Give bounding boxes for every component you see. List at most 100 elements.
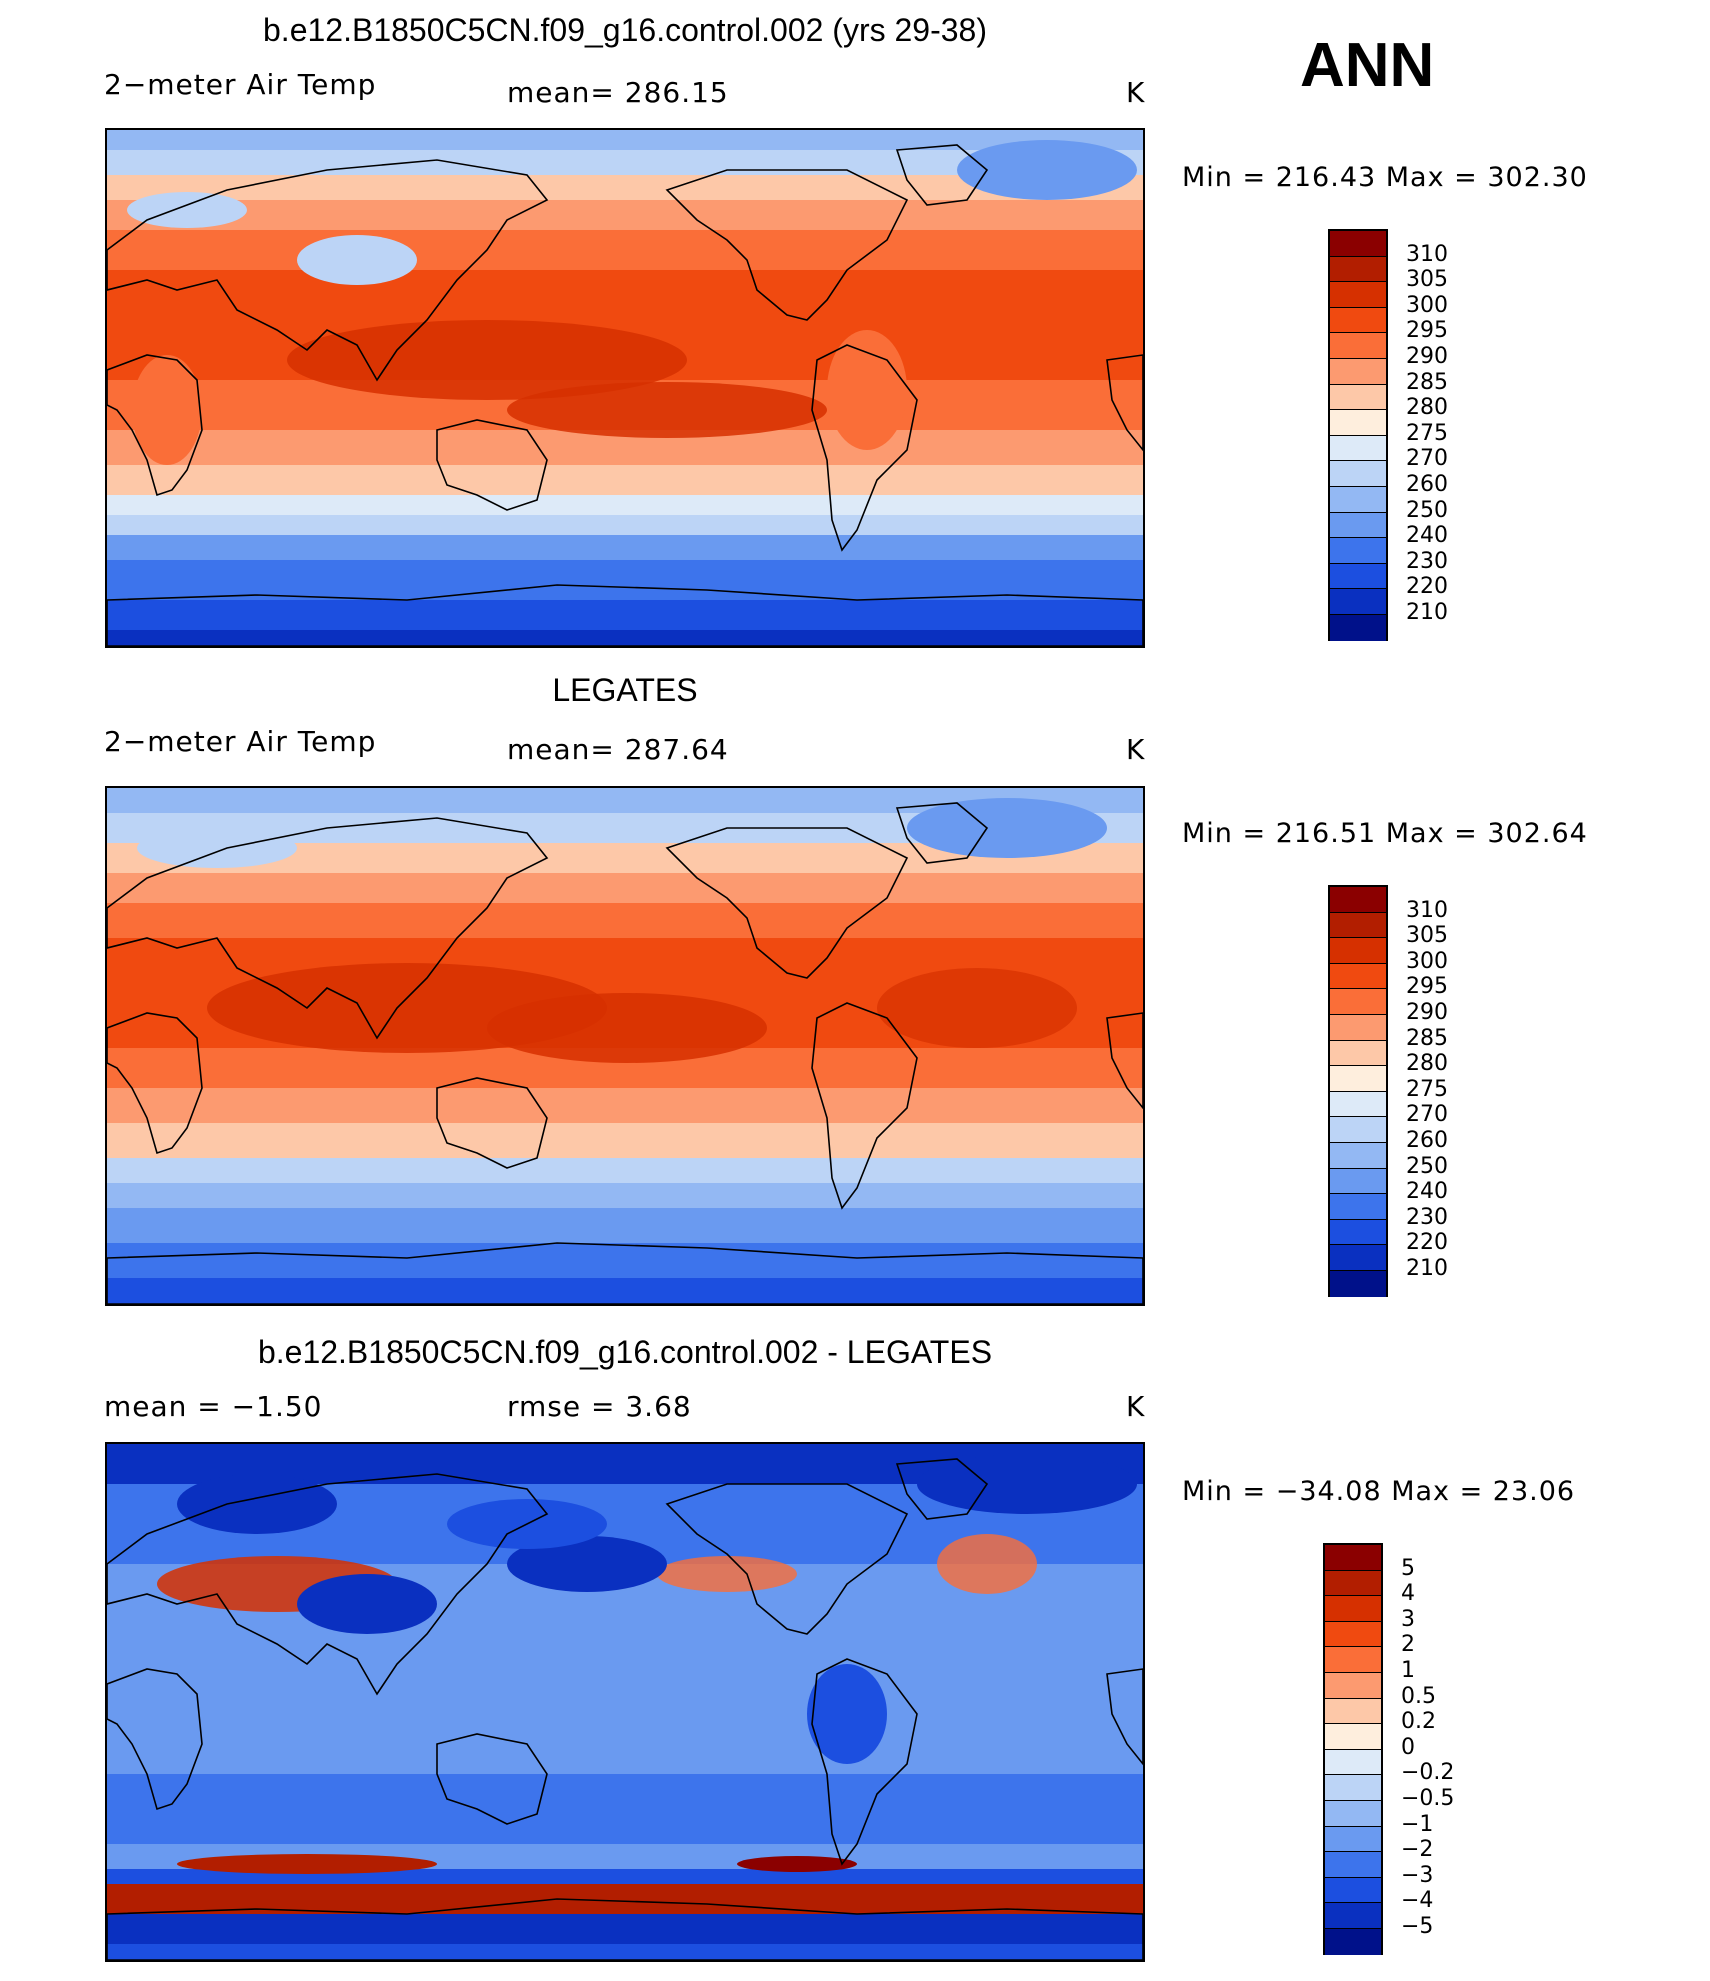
map-contour-region — [907, 798, 1107, 858]
colorbar-tick-label: 230 — [1406, 1204, 1448, 1230]
colorbar-swatch — [1330, 989, 1386, 1015]
colorbar-tick-label: −1 — [1401, 1811, 1434, 1837]
colorbar-tick-label: 310 — [1406, 897, 1448, 923]
panel-2-mean-label: mean= 287.64 — [507, 733, 729, 766]
colorbar-swatch — [1325, 1928, 1381, 1955]
colorbar-swatch — [1330, 912, 1386, 939]
map-band — [107, 1123, 1143, 1158]
colorbar-swatch — [1330, 938, 1386, 964]
colorbar-swatch — [1330, 1219, 1386, 1246]
coastline — [895, 1458, 989, 1520]
map-contour-region — [127, 192, 247, 228]
panel-3-mean-label: mean = −1.50 — [104, 1390, 323, 1423]
colorbar-tick-label: 230 — [1406, 548, 1448, 574]
map-band — [107, 465, 1143, 495]
colorbar-swatch — [1330, 887, 1386, 913]
coastline — [665, 169, 909, 321]
colorbar-tick-label: 260 — [1406, 472, 1448, 497]
colorbar-tick-label: 240 — [1406, 1179, 1448, 1205]
colorbar-swatch — [1330, 1245, 1386, 1271]
panel-1-variable-label: 2−meter Air Temp — [104, 68, 377, 101]
map-band — [107, 560, 1143, 600]
colorbar-swatch — [1330, 256, 1386, 283]
map-contour-region — [487, 993, 767, 1063]
colorbar-swatch — [1330, 1091, 1386, 1118]
colorbar-tick-label: −0.2 — [1401, 1760, 1455, 1786]
colorbar-tick-label: 250 — [1406, 497, 1448, 523]
colorbar-tick-label: 300 — [1406, 292, 1448, 318]
colorbar-tick-label: 275 — [1406, 1076, 1448, 1102]
coastline — [107, 159, 549, 382]
coastline — [436, 1733, 548, 1825]
colorbar-tick-label: 295 — [1406, 318, 1448, 344]
panel-1-units-label: K — [1126, 76, 1146, 109]
colorbar-tick-label: −5 — [1401, 1914, 1434, 1939]
colorbar-swatches — [1323, 1543, 1383, 1955]
colorbar-tick-label: 280 — [1406, 1051, 1448, 1077]
panel-1-mean-label: mean= 286.15 — [507, 76, 729, 109]
map-contour-region — [827, 330, 907, 450]
panel-2-map — [105, 786, 1145, 1306]
map-band — [107, 270, 1143, 315]
colorbar-tick-label: 285 — [1406, 369, 1448, 395]
colorbar-swatch — [1325, 1903, 1381, 1929]
map-contour-region — [507, 382, 827, 438]
coastline — [107, 1898, 1143, 1960]
map-band — [107, 1944, 1143, 1960]
panel-1-map-plot — [107, 130, 1143, 646]
map-band — [107, 1774, 1143, 1844]
map-contour-region — [507, 1536, 667, 1592]
colorbar-swatch — [1330, 1194, 1386, 1220]
colorbar-swatch — [1325, 1621, 1381, 1648]
colorbar-tick-label: 240 — [1406, 523, 1448, 549]
map-band — [107, 1278, 1143, 1304]
panel-1-title: b.e12.B1850C5CN.f09_g16.control.002 (yrs… — [263, 12, 987, 48]
colorbar-swatch — [1325, 1570, 1381, 1597]
panel-2-map-plot — [107, 788, 1143, 1304]
colorbar-swatch — [1325, 1698, 1381, 1725]
colorbar-tick-label: 0.5 — [1401, 1683, 1436, 1709]
map-contour-region — [657, 1556, 797, 1592]
coastline — [665, 827, 909, 979]
colorbar-tick-label: 2 — [1401, 1632, 1415, 1658]
colorbar-swatch — [1330, 589, 1386, 615]
map-band — [107, 903, 1143, 938]
colorbar-tick-label: 270 — [1406, 1102, 1448, 1128]
colorbar-tick-label: 5 — [1401, 1555, 1415, 1581]
colorbar-swatch — [1330, 461, 1386, 487]
coastline — [107, 1473, 549, 1696]
map-band — [107, 1243, 1143, 1278]
colorbar-tick-label: 300 — [1406, 948, 1448, 974]
colorbar-tick-label: −4 — [1401, 1888, 1434, 1914]
coastline — [436, 419, 548, 511]
map-contour-region — [957, 140, 1137, 200]
map-band — [107, 230, 1143, 270]
colorbar-tick-label: 290 — [1406, 344, 1448, 369]
colorbar-swatch — [1330, 1270, 1386, 1297]
colorbar-tick-label: −2 — [1401, 1837, 1434, 1863]
colorbar-swatches — [1328, 229, 1388, 641]
colorbar-tick-label: 4 — [1401, 1581, 1415, 1607]
colorbar-swatch — [1325, 1724, 1381, 1750]
colorbar-tick-label: 210 — [1406, 600, 1448, 625]
coastline — [665, 1483, 909, 1635]
map-contour-region — [807, 1664, 887, 1764]
colorbar-swatch — [1330, 1066, 1386, 1092]
colorbar-swatch — [1325, 1800, 1381, 1827]
colorbar-tick-label: 3 — [1401, 1606, 1415, 1632]
colorbar-tick-label: 1 — [1401, 1658, 1415, 1683]
coastline — [107, 1668, 203, 1811]
map-band — [107, 1088, 1143, 1123]
map-band — [107, 1208, 1143, 1243]
map-band — [107, 1914, 1143, 1944]
colorbar-tick-label: −0.5 — [1401, 1786, 1455, 1811]
map-band — [107, 630, 1143, 646]
coastline — [107, 584, 1143, 646]
coastline — [1106, 1012, 1143, 1110]
colorbar-tick-label: 220 — [1406, 1230, 1448, 1256]
panel-3-rmse-label: rmse = 3.68 — [507, 1390, 692, 1423]
colorbar-tick-label: 250 — [1406, 1153, 1448, 1179]
map-band — [107, 200, 1143, 230]
colorbar-swatch — [1330, 538, 1386, 564]
coastline — [811, 344, 918, 552]
